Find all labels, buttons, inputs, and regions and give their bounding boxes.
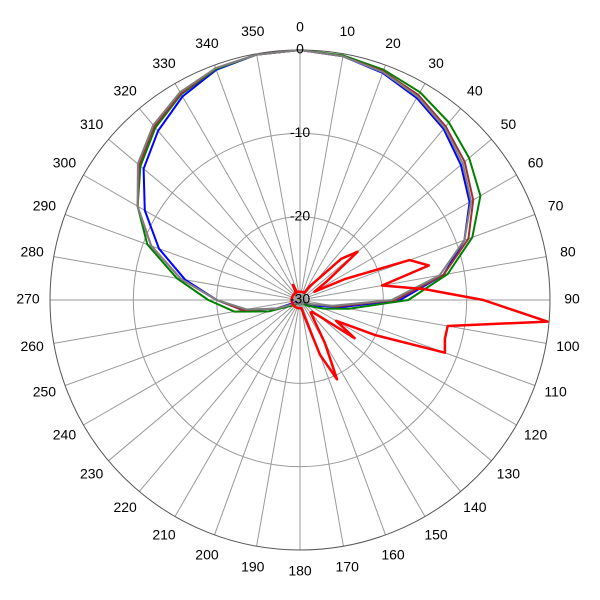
spoke [299, 299, 492, 462]
spoke [214, 64, 301, 301]
series-line [136, 49, 472, 311]
r-tick-label: 0 [296, 41, 304, 57]
spoke [299, 299, 344, 547]
angle-tick-label: 10 [339, 23, 355, 39]
angle-tick-label: 180 [288, 563, 312, 579]
angle-tick-label: 320 [113, 82, 137, 98]
spoke [64, 214, 301, 301]
angle-tick-label: 230 [80, 466, 104, 482]
r-tick-label: -10 [290, 124, 310, 140]
angle-tick-label: 170 [336, 559, 360, 575]
spoke [174, 83, 301, 301]
spoke [299, 299, 462, 492]
spoke [299, 256, 547, 301]
spoke [83, 174, 301, 301]
angle-tick-label: 0 [296, 19, 304, 35]
angle-tick-label: 330 [152, 55, 176, 71]
angle-tick-label: 30 [428, 55, 444, 71]
angle-tick-label: 40 [467, 82, 483, 98]
angle-tick-label: 340 [195, 35, 219, 51]
spoke [138, 299, 301, 492]
series-line [136, 49, 482, 313]
angle-tick-label: 110 [544, 384, 567, 400]
spoke [108, 299, 301, 462]
angle-tick-label: 220 [113, 499, 137, 515]
spoke [299, 53, 344, 301]
angle-tick-label: 160 [381, 546, 405, 562]
angle-tick-label: 290 [33, 198, 57, 214]
angle-tick-label: 80 [560, 243, 576, 259]
series-line [290, 250, 549, 381]
spoke [299, 214, 536, 301]
spoke [299, 83, 426, 301]
angle-tick-label: 70 [548, 198, 564, 214]
angle-tick-label: 150 [424, 526, 448, 542]
series-line [142, 49, 471, 312]
angle-tick-label: 100 [556, 338, 580, 354]
angle-tick-label: 210 [152, 526, 176, 542]
spoke [299, 64, 386, 301]
spoke [299, 299, 536, 386]
angle-tick-label: 240 [53, 427, 77, 443]
angle-tick-label: 90 [564, 291, 580, 307]
angle-tick-label: 190 [241, 559, 265, 575]
angle-tick-label: 260 [20, 338, 44, 354]
angle-tick-label: 250 [33, 384, 57, 400]
r-tick-label: -30 [290, 291, 310, 307]
r-tick-label: -20 [290, 207, 310, 223]
spoke [64, 299, 301, 386]
angle-tick-label: 120 [524, 427, 548, 443]
spoke [83, 299, 301, 426]
angle-tick-label: 60 [528, 155, 544, 171]
angle-tick-label: 270 [16, 291, 40, 307]
spoke [214, 299, 301, 536]
angle-tick-label: 200 [195, 546, 219, 562]
spoke [256, 299, 301, 547]
spoke [256, 53, 301, 301]
angle-tick-label: 50 [501, 116, 517, 132]
angle-tick-label: 310 [80, 116, 104, 132]
angle-tick-label: 350 [241, 23, 265, 39]
spoke [299, 138, 492, 301]
angle-tick-label: 130 [497, 466, 521, 482]
angle-tick-label: 20 [385, 35, 401, 51]
angle-tick-label: 300 [53, 155, 77, 171]
spoke [174, 299, 301, 517]
angle-tick-label: 140 [463, 499, 487, 515]
ring [132, 132, 468, 468]
spoke [138, 108, 301, 301]
angle-tick-label: 280 [20, 243, 44, 259]
spoke [299, 108, 462, 301]
spoke [53, 299, 301, 344]
